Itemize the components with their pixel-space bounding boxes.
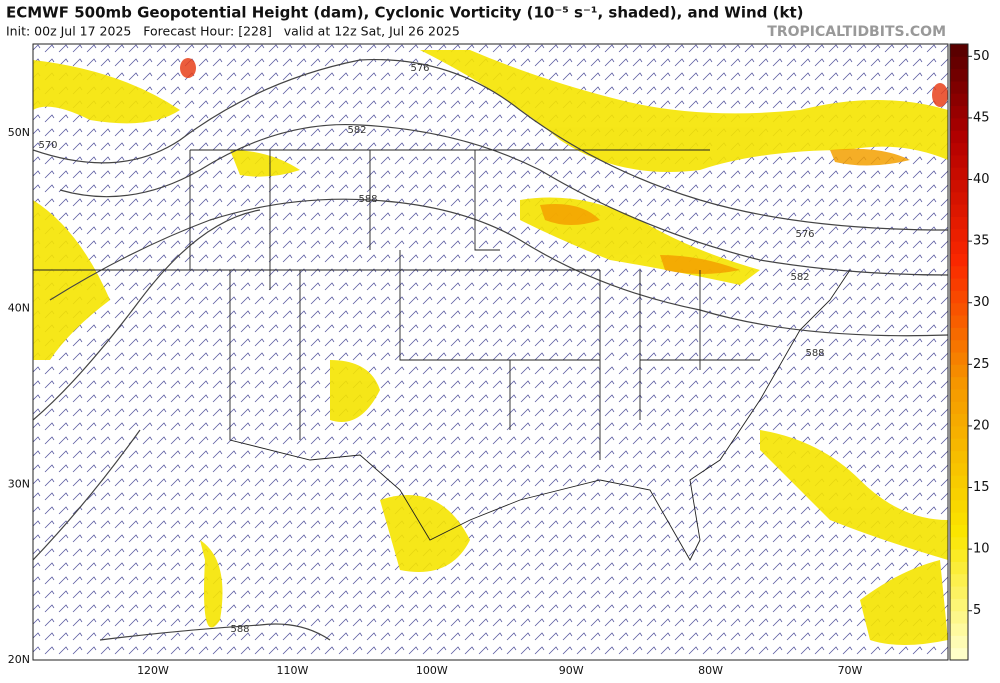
contour-label: 588	[230, 624, 249, 635]
colorbar-swatch	[950, 228, 968, 242]
colorbar-swatch	[950, 499, 968, 513]
colorbar-swatch	[950, 376, 968, 390]
colorbar-swatch	[950, 401, 968, 415]
colorbar-swatch	[950, 265, 968, 279]
colorbar-swatch	[950, 93, 968, 107]
colorbar: 5 10 15 20 25 30 35 40 45 50	[949, 43, 990, 661]
title: ECMWF 500mb Geopotential Height (dam), C…	[6, 4, 803, 22]
colorbar-swatch	[950, 80, 968, 94]
height-contours	[33, 58, 948, 641]
colorbar-swatch	[950, 388, 968, 402]
colorbar-swatch	[950, 315, 968, 328]
colorbar-swatch	[950, 475, 968, 489]
colorbar-swatch	[950, 487, 968, 501]
lon-label: 80W	[698, 664, 723, 677]
lon-label: 120W	[137, 664, 169, 677]
map	[33, 44, 948, 660]
colorbar-swatch	[950, 154, 968, 168]
colorbar-swatch	[950, 241, 968, 254]
contour-label: 582	[790, 272, 809, 283]
colorbar-swatch	[950, 68, 968, 82]
colorbar-swatch	[950, 204, 968, 217]
contour-label: 576	[410, 63, 429, 74]
colorbar-swatch	[950, 524, 968, 538]
colorbar-label: 45	[973, 110, 990, 125]
contour-label: 582	[347, 125, 366, 136]
colorbar-swatch	[950, 105, 968, 119]
colorbar-swatch	[950, 549, 968, 562]
colorbar-frame	[949, 43, 969, 661]
colorbar-swatch	[950, 179, 968, 193]
lat-label: 50N	[8, 126, 30, 139]
colorbar-swatch	[950, 327, 968, 341]
colorbar-swatch	[950, 413, 968, 427]
colorbar-swatch	[950, 364, 968, 378]
colorbar-swatch	[950, 586, 968, 599]
lat-label: 40N	[8, 302, 30, 315]
colorbar-label: 20	[973, 418, 990, 433]
colorbar-swatch	[950, 130, 968, 144]
colorbar-swatch	[950, 142, 968, 156]
colorbar-swatch	[950, 512, 968, 525]
subtitle: Init: 00z Jul 17 2025 Forecast Hour: [22…	[6, 24, 460, 39]
colorbar-label: 35	[973, 234, 990, 249]
contour-label: 588	[805, 348, 824, 359]
watermark: TROPICALTIDBITS.COM	[767, 24, 946, 40]
colorbar-swatch	[950, 425, 968, 439]
colorbar-swatch	[950, 462, 968, 476]
colorbar-swatch	[950, 598, 968, 612]
colorbar-swatch	[950, 117, 968, 131]
colorbar-swatch	[950, 56, 968, 70]
contour-label: 588	[358, 194, 377, 205]
colorbar-swatch	[950, 647, 968, 661]
lat-label: 30N	[8, 477, 30, 490]
lon-label: 70W	[838, 664, 863, 677]
colorbar-label: 50	[973, 49, 990, 64]
lon-label: 90W	[559, 664, 584, 677]
colorbar-swatch	[950, 610, 968, 624]
colorbar-swatch	[950, 278, 968, 291]
colorbar-swatch	[950, 253, 968, 267]
vorticity-shading-strong	[180, 58, 948, 274]
colorbar-swatch	[950, 573, 968, 587]
colorbar-swatch	[950, 352, 968, 365]
colorbar-label: 5	[973, 603, 981, 618]
borders	[33, 149, 851, 561]
colorbar-swatch	[950, 191, 968, 205]
lat-label: 20N	[8, 653, 30, 666]
colorbar-swatch	[950, 216, 968, 230]
colorbar-swatch	[950, 635, 968, 649]
map-frame	[32, 43, 949, 661]
colorbar-swatch	[950, 536, 968, 550]
colorbar-swatch	[950, 623, 968, 636]
colorbar-label: 25	[973, 357, 990, 372]
colorbar-swatch	[950, 438, 968, 452]
colorbar-swatch	[950, 290, 968, 304]
colorbar-swatch	[950, 561, 968, 575]
contour-label: 576	[795, 229, 814, 240]
colorbar-swatch	[950, 450, 968, 464]
lon-label: 100W	[416, 664, 448, 677]
lon-label: 110W	[276, 664, 308, 677]
colorbar-label: 10	[973, 542, 990, 557]
colorbar-label: 40	[973, 172, 990, 187]
colorbar-swatch	[950, 302, 968, 316]
colorbar-swatch	[950, 339, 968, 353]
colorbar-swatch	[950, 167, 968, 181]
colorbar-label: 15	[973, 480, 990, 495]
contour-label: 570	[38, 140, 57, 151]
colorbar-swatch	[950, 44, 968, 57]
colorbar-label: 30	[973, 295, 990, 310]
